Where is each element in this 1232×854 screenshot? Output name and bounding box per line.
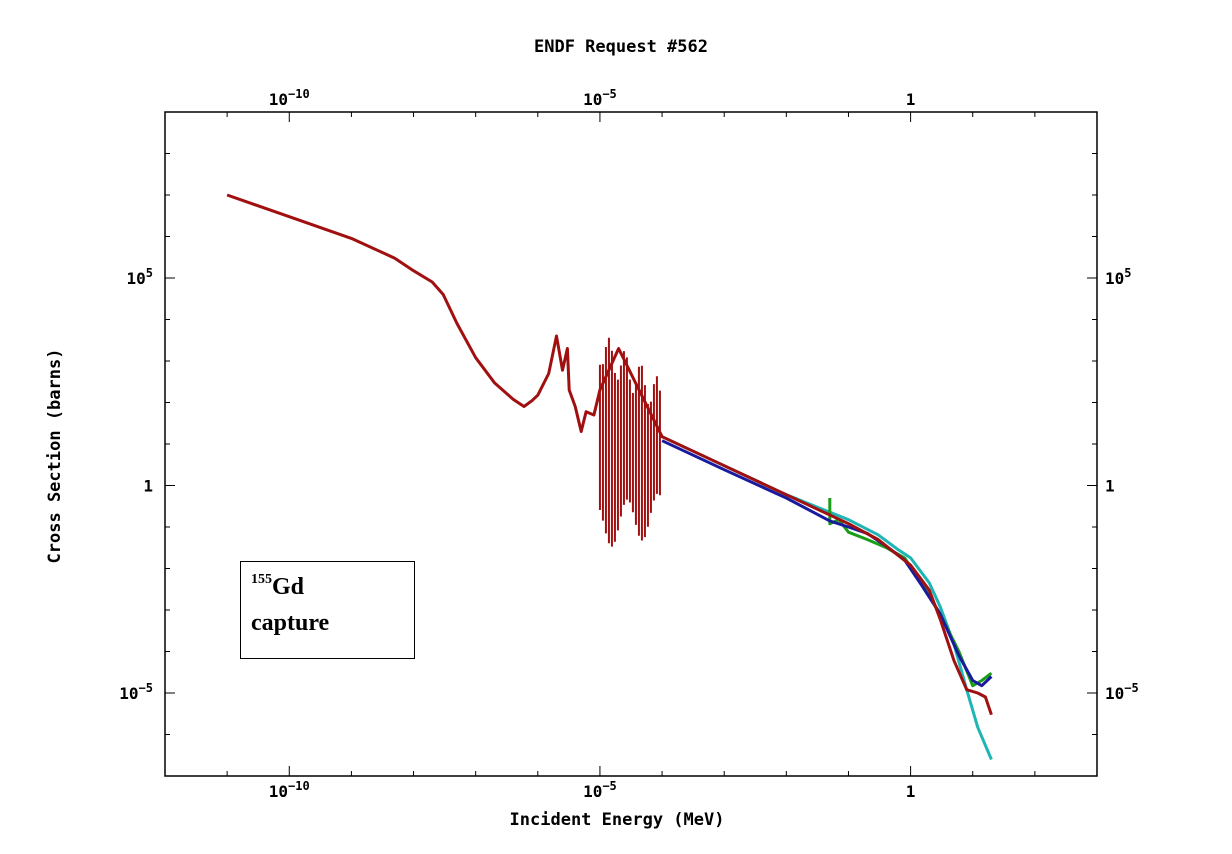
x-tick-label-bottom: 10−10 (269, 779, 310, 801)
legend-isotope: 155Gd (251, 572, 305, 601)
y-tick-label-left: 1 (143, 477, 153, 496)
x-tick-label-top: 1 (906, 90, 916, 109)
series-layer (226, 193, 993, 761)
resonance-band (598, 337, 661, 547)
plot-frame (164, 111, 1098, 777)
series-line-1 (661, 435, 993, 761)
y-axis-label: Cross Section (barns) (45, 349, 65, 564)
legend-element: Gd (272, 574, 305, 600)
y-tick-label-right: 105 (1105, 266, 1132, 288)
x-axis-label: Incident Energy (MeV) (510, 810, 725, 830)
series-line-3 (661, 439, 993, 688)
y-tick-label-left: 105 (127, 266, 154, 288)
x-tick-label-top: 10−5 (583, 87, 617, 109)
legend-reaction: capture (251, 610, 330, 636)
legend-mass-number: 155 (251, 572, 272, 587)
series-line-4 (226, 193, 993, 716)
x-tick-label-bottom: 1 (906, 782, 916, 801)
axis-ticks (164, 111, 1098, 777)
y-tick-label-right: 10−5 (1105, 681, 1139, 703)
legend-box: 155Gd capture (240, 561, 415, 659)
y-tick-label-left: 10−5 (119, 681, 153, 703)
axis-tick-labels: 10−10 10−10 10−5 10−5 1 1 105 105 1 1 10−5 10−5 (119, 87, 1138, 801)
y-tick-label-right: 1 (1105, 477, 1115, 496)
chart-title: ENDF Request #562 (534, 37, 708, 57)
x-tick-label-bottom: 10−5 (583, 779, 617, 801)
x-tick-label-top: 10−10 (269, 87, 310, 109)
